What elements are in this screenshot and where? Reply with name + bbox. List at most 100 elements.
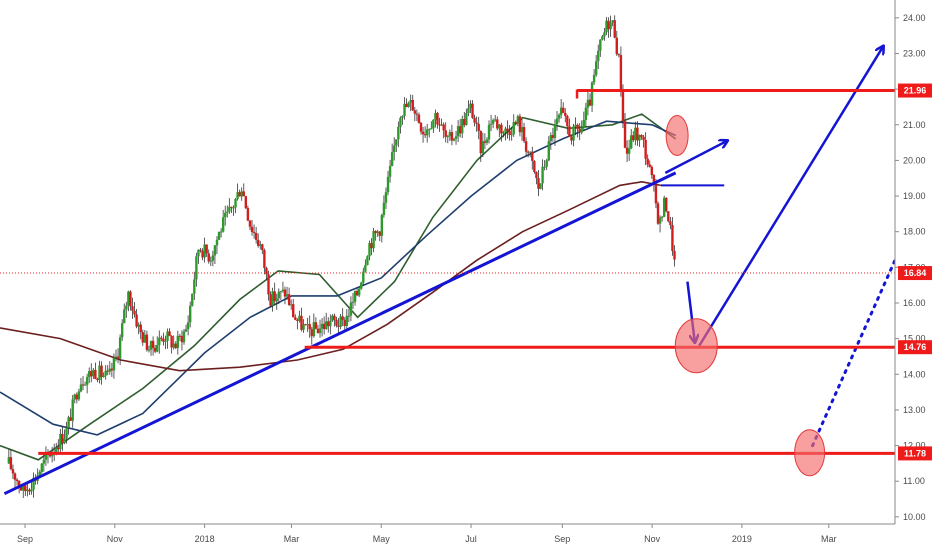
- moving-average-line: [0, 113, 677, 461]
- candle-body: [401, 115, 404, 118]
- candle-body: [277, 291, 281, 299]
- candle-body: [242, 191, 245, 197]
- candle-body: [178, 335, 182, 337]
- candle-body: [537, 178, 540, 189]
- candle-body: [38, 471, 41, 476]
- candle-body: [281, 289, 285, 292]
- candle-body: [393, 145, 396, 153]
- candle-body: [360, 282, 363, 289]
- candle-body: [158, 337, 161, 346]
- candle-body: [316, 328, 320, 334]
- y-tick-label: 11.00: [903, 476, 925, 486]
- candle-body: [325, 321, 328, 330]
- candle-body: [314, 322, 318, 329]
- candle-body: [662, 197, 666, 217]
- candle-body: [127, 291, 130, 306]
- price-candles: [7, 15, 676, 498]
- candle-body: [174, 343, 177, 349]
- candle-body: [506, 128, 509, 131]
- candle-body: [498, 124, 501, 129]
- candle-body: [590, 82, 594, 106]
- candle-body: [339, 316, 342, 327]
- candle-body: [26, 489, 29, 492]
- candle-body: [164, 340, 167, 342]
- price-axis[interactable]: 10.0011.0012.0013.0014.0015.0016.0017.00…: [894, 0, 932, 524]
- candle-body: [592, 74, 596, 83]
- candle-body: [172, 343, 175, 348]
- candle-body: [168, 331, 171, 336]
- candle-body: [184, 329, 188, 332]
- candle-body: [104, 370, 107, 376]
- candle-body: [368, 243, 371, 257]
- price-badge-label: 21.96: [904, 86, 927, 96]
- candle-body: [461, 118, 464, 134]
- candle-body: [423, 134, 427, 136]
- projection-arrow: [698, 46, 883, 347]
- candle-body: [632, 135, 635, 141]
- candle-body: [566, 115, 569, 127]
- candle-body: [376, 231, 379, 234]
- candle-body: [518, 116, 522, 133]
- candle-body: [149, 340, 153, 350]
- candle-body: [638, 135, 641, 141]
- candle-body: [450, 132, 454, 141]
- candle-body: [191, 293, 194, 306]
- candle-body: [634, 127, 637, 141]
- candle-body: [667, 211, 670, 222]
- candle-body: [71, 399, 74, 421]
- candle-body: [106, 370, 109, 372]
- moving-average-line: [0, 180, 662, 372]
- candle-body: [471, 103, 474, 118]
- candle-body: [434, 113, 437, 120]
- candle-body: [320, 323, 324, 329]
- candle-body: [545, 160, 548, 167]
- y-tick-label: 13.00: [903, 405, 926, 415]
- x-tick-label: 2019: [732, 534, 752, 544]
- time-axis[interactable]: Sep Nov 2018 Mar May Jul Sep Nov 2019 Mar: [0, 523, 932, 550]
- candle-body: [215, 239, 219, 246]
- candle-body: [467, 108, 470, 114]
- candle-body: [502, 132, 505, 134]
- candle-body: [366, 256, 369, 266]
- candle-body: [108, 368, 112, 372]
- candle-body: [362, 271, 365, 283]
- candle-body: [345, 315, 349, 327]
- candle-body: [96, 378, 99, 381]
- candle-body: [65, 427, 68, 439]
- candle-body: [594, 61, 598, 75]
- candle-body: [120, 323, 124, 338]
- candle-body: [217, 231, 221, 240]
- candle-body: [442, 124, 445, 131]
- candle-body: [425, 129, 429, 136]
- candle-body: [627, 148, 631, 154]
- candle-body: [568, 126, 571, 137]
- candle-body: [514, 121, 518, 124]
- candle-body: [355, 290, 359, 296]
- candle-body: [170, 335, 173, 348]
- candle-body: [63, 438, 66, 444]
- candle-body: [397, 126, 400, 140]
- candle-body: [166, 331, 169, 341]
- candle-body: [85, 377, 89, 385]
- candle-body: [269, 294, 272, 306]
- trend-line: [3, 171, 677, 496]
- candle-body: [615, 37, 618, 55]
- candle-body: [308, 324, 311, 330]
- candle-body: [318, 328, 322, 334]
- candle-body: [582, 120, 586, 128]
- candle-body: [458, 126, 462, 134]
- y-tick-label: 19.00: [903, 191, 926, 201]
- candle-body: [310, 329, 313, 337]
- candle-body: [110, 368, 114, 371]
- candle-body: [327, 321, 330, 327]
- candle-body: [516, 116, 520, 124]
- candle-body: [94, 369, 97, 379]
- candle-body: [193, 279, 196, 294]
- candle-body: [90, 371, 93, 377]
- candle-body: [479, 130, 482, 154]
- candle-body: [294, 317, 297, 320]
- y-tick-label: 16.00: [903, 298, 926, 308]
- candle-body: [176, 335, 180, 349]
- candle-body: [623, 121, 627, 148]
